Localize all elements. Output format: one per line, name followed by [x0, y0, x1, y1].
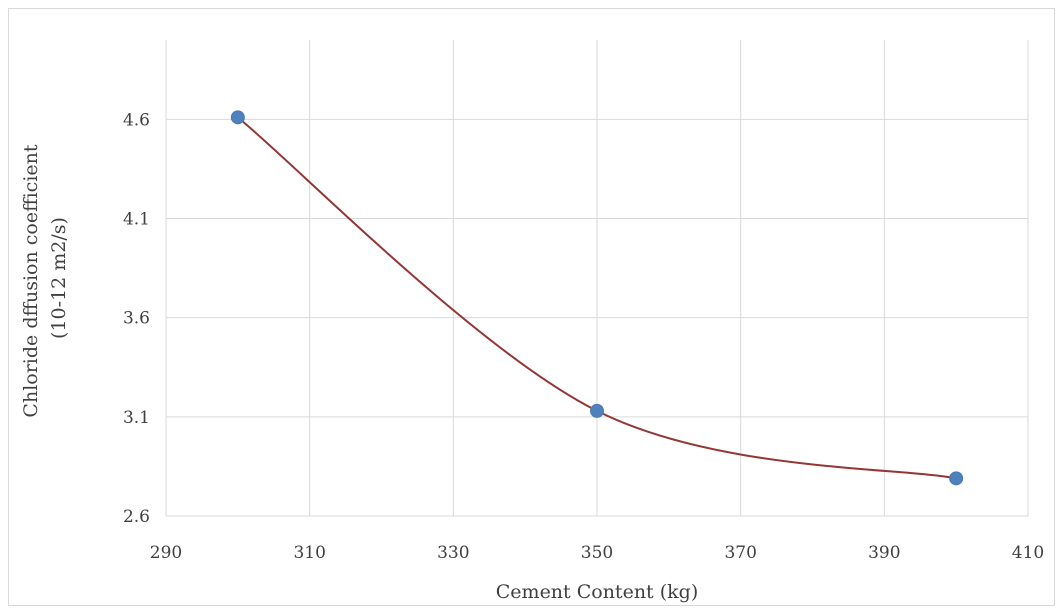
- x-tick-label: 350: [581, 543, 613, 563]
- y-axis-title-line-2: (10-12 m2/s): [48, 217, 70, 339]
- y-tick-label: 4.1: [123, 210, 150, 230]
- data-point: [949, 471, 964, 486]
- x-tick-label: 330: [437, 543, 469, 563]
- x-axis-title: Cement Content (kg): [496, 581, 698, 603]
- data-point: [590, 403, 604, 418]
- grid-layer: [165, 40, 1029, 517]
- y-axis-title: Chloride dffusion coefficient (10-12 m2/…: [20, 138, 70, 417]
- x-tick-label: 310: [293, 543, 325, 563]
- x-tick-label: 410: [1012, 543, 1044, 563]
- y-tick-label: 4.6: [123, 110, 150, 130]
- x-tick-label: 370: [724, 543, 756, 563]
- point-layer: [230, 110, 964, 486]
- y-tick-label: 3.1: [123, 408, 150, 428]
- data-point: [230, 110, 245, 125]
- x-tick-label: 290: [150, 543, 182, 563]
- x-tick-label: 390: [868, 543, 900, 563]
- tick-layer: 290 310 330 350 370 390 410 2.6 3.1 3.6 4.1 4.6: [123, 110, 1044, 563]
- y-tick-label: 3.6: [123, 309, 150, 329]
- y-tick-label: 2.6: [123, 507, 150, 527]
- y-axis-title-line-1: Chloride dffusion coefficient: [20, 144, 42, 417]
- chart-frame: [8, 8, 1055, 606]
